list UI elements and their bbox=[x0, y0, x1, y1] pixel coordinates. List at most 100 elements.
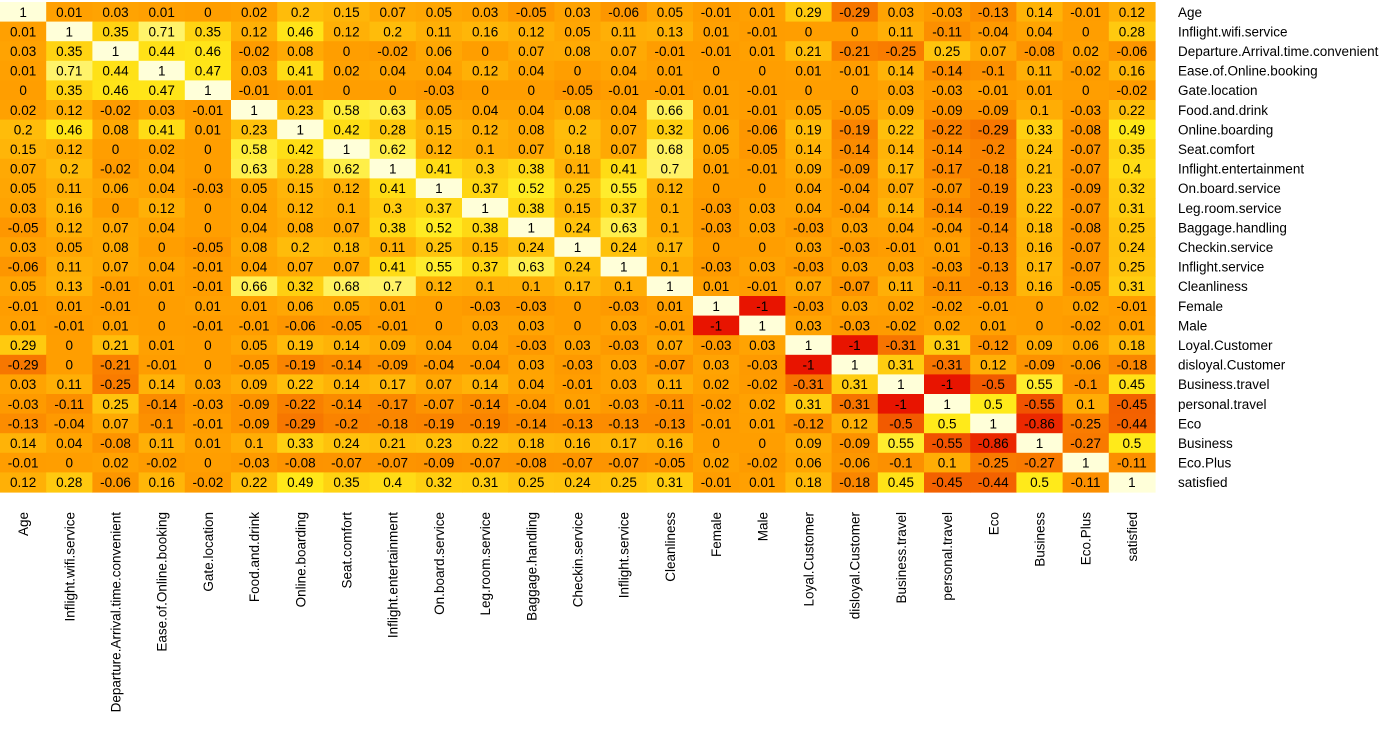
cell-value-label: 0.06 bbox=[102, 181, 128, 196]
cell-value-label: 0 bbox=[204, 220, 212, 235]
cell-value-label: 0.03 bbox=[795, 318, 821, 333]
cell-value-label: 0.01 bbox=[703, 24, 729, 39]
cell-value-label: 0.03 bbox=[842, 220, 868, 235]
heatmap-cell-ease-of-online-booking-checkin-service bbox=[554, 60, 602, 81]
heatmap-cell-eco-personal-travel bbox=[924, 413, 971, 434]
heatmap-cell-inflight-wifi-service-business bbox=[1016, 21, 1064, 42]
cell-value-label: 0.01 bbox=[1026, 83, 1052, 98]
cell-value-label: 0.01 bbox=[564, 397, 590, 412]
heatmap-cell-on-board-service-eco-plus bbox=[1062, 178, 1110, 199]
cell-value-label: 0.33 bbox=[1026, 122, 1052, 137]
cell-value-label: 0.41 bbox=[611, 162, 637, 177]
cell-value-label: -0.13 bbox=[655, 416, 686, 431]
cell-value-label: -0.14 bbox=[978, 220, 1009, 235]
cell-value-label: 0.09 bbox=[888, 103, 914, 118]
heatmap-cell-female-age bbox=[0, 296, 47, 317]
cell-value-label: 0.01 bbox=[149, 338, 175, 353]
heatmap-cell-business-inflight-entertainment bbox=[369, 433, 417, 454]
cell-value-label: -0.04 bbox=[978, 24, 1009, 39]
heatmap-cell-eco-cleanliness bbox=[646, 413, 694, 434]
heatmap-cell-checkin-service-inflight-wifi-service bbox=[46, 237, 93, 258]
cell-value-label: 0.04 bbox=[518, 377, 545, 392]
heatmap-cell-cleanliness-satisfied bbox=[1108, 276, 1156, 297]
cell-value-label: -0.01 bbox=[747, 24, 778, 39]
heatmap-cell-inflight-service-female bbox=[693, 256, 740, 277]
cell-value-label: 0.14 bbox=[888, 64, 915, 79]
cell-value-label: 0 bbox=[1082, 24, 1090, 39]
cell-value-label: 0.38 bbox=[518, 201, 544, 216]
heatmap-cell-online-boarding-inflight-entertainment bbox=[369, 119, 417, 140]
cell-value-label: 0.28 bbox=[287, 162, 313, 177]
heatmap-cell-cleanliness-leg-room-service bbox=[462, 276, 509, 297]
heatmap-cell-leg-room-service-business-travel bbox=[877, 198, 925, 219]
cell-value-label: 0.12 bbox=[472, 64, 498, 79]
cell-value-label: 0.04 bbox=[1026, 24, 1053, 39]
heatmap-cell-male-gate-location bbox=[184, 315, 232, 336]
heatmap-cell-on-board-service-male bbox=[739, 178, 786, 199]
cell-value-label: 0.02 bbox=[241, 5, 267, 20]
cell-value-label: 0.22 bbox=[888, 122, 914, 137]
heatmap-cell-eco-plus-female bbox=[693, 452, 740, 473]
heatmap-cell-seat-comfort-inflight-entertainment bbox=[369, 139, 417, 160]
cell-value-label: 0.12 bbox=[149, 201, 175, 216]
heatmap-cell-inflight-service-ease-of-online-booking bbox=[138, 256, 186, 277]
cell-value-label: 0.02 bbox=[888, 299, 914, 314]
heatmap-cell-inflight-service-baggage-handling bbox=[508, 256, 555, 277]
cell-value-label: -0.04 bbox=[839, 181, 870, 196]
row-label-inflight-service: Inflight.service bbox=[1178, 260, 1264, 275]
cell-value-label: 0.47 bbox=[195, 64, 221, 79]
cell-value-label: 1 bbox=[851, 358, 859, 373]
heatmap-cell-business-loyal-customer bbox=[785, 433, 833, 454]
heatmap-cell-seat-comfort-business-travel bbox=[877, 139, 925, 160]
heatmap-cell-leg-room-service-loyal-customer bbox=[785, 198, 833, 219]
heatmap-cell-leg-room-service-personal-travel bbox=[924, 198, 971, 219]
cell-value-label: 0.03 bbox=[611, 358, 637, 373]
heatmap-cell-departure-arrival-time-convenient-eco-plus bbox=[1062, 41, 1110, 62]
heatmap-cell-personal-travel-eco bbox=[970, 394, 1017, 415]
column-labels: Age Inflight.wifi.service Departure.Arriva… bbox=[16, 512, 1140, 713]
heatmap-cell-departure-arrival-time-convenient-gate-location bbox=[184, 41, 232, 62]
cell-value-label: -0.03 bbox=[1070, 103, 1101, 118]
cell-value-label: 0.1 bbox=[476, 279, 495, 294]
cell-value-label: 0 bbox=[435, 299, 443, 314]
heatmap-cell-online-boarding-age bbox=[0, 119, 47, 140]
cell-value-label: -0.03 bbox=[193, 397, 224, 412]
cell-value-label: 0.02 bbox=[333, 64, 359, 79]
cell-value-label: -0.12 bbox=[978, 338, 1009, 353]
cell-value-label: -0.07 bbox=[1070, 142, 1101, 157]
heatmap-cell-seat-comfort-departure-arrival-time-convenient bbox=[92, 139, 140, 160]
heatmap-cell-cleanliness-seat-comfort bbox=[323, 276, 371, 297]
cell-value-label: 0.18 bbox=[518, 436, 544, 451]
cell-value-label: 0.15 bbox=[426, 122, 452, 137]
heatmap-cell-personal-travel-cleanliness bbox=[646, 394, 694, 415]
cell-value-label: 0.03 bbox=[749, 220, 775, 235]
heatmap-cell-female-inflight-entertainment bbox=[369, 296, 417, 317]
heatmap-cell-inflight-wifi-service-leg-room-service bbox=[462, 21, 509, 42]
cell-value-label: 1 bbox=[528, 220, 536, 235]
cell-value-label: 0.01 bbox=[749, 44, 775, 59]
cell-value-label: 0.04 bbox=[149, 220, 176, 235]
cell-value-label: -0.03 bbox=[701, 220, 732, 235]
heatmap-cell-on-board-service-seat-comfort bbox=[323, 178, 371, 199]
heatmap-cell-male-inflight-wifi-service bbox=[46, 315, 93, 336]
heatmap-cell-inflight-service-inflight-service bbox=[600, 256, 648, 277]
cell-value-label: 0 bbox=[759, 436, 767, 451]
heatmap-cell-business-business-travel bbox=[877, 433, 925, 454]
cell-value-label: 0.08 bbox=[518, 122, 544, 137]
cell-value-label: 0.07 bbox=[611, 44, 637, 59]
heatmap-cell-food-and-drink-personal-travel bbox=[924, 100, 971, 121]
cell-value-label: 0.55 bbox=[1026, 377, 1052, 392]
cell-value-label: 0.04 bbox=[795, 181, 822, 196]
cell-value-label: -0.01 bbox=[655, 44, 686, 59]
heatmap-cell-business-disloyal-customer bbox=[831, 433, 879, 454]
heatmap-cell-online-boarding-personal-travel bbox=[924, 119, 971, 140]
cell-value-label: 0 bbox=[112, 201, 120, 216]
cell-value-label: 0.16 bbox=[1119, 64, 1145, 79]
cell-value-label: 0.46 bbox=[102, 83, 128, 98]
cell-value-label: -0.14 bbox=[331, 397, 362, 412]
cell-value-label: -0.04 bbox=[54, 416, 85, 431]
heatmap-cell-eco-plus-online-boarding bbox=[277, 452, 324, 473]
cell-value-label: 1 bbox=[19, 5, 27, 20]
heatmap-cell-female-loyal-customer bbox=[785, 296, 833, 317]
heatmap-cell-inflight-wifi-service-baggage-handling bbox=[508, 21, 555, 42]
